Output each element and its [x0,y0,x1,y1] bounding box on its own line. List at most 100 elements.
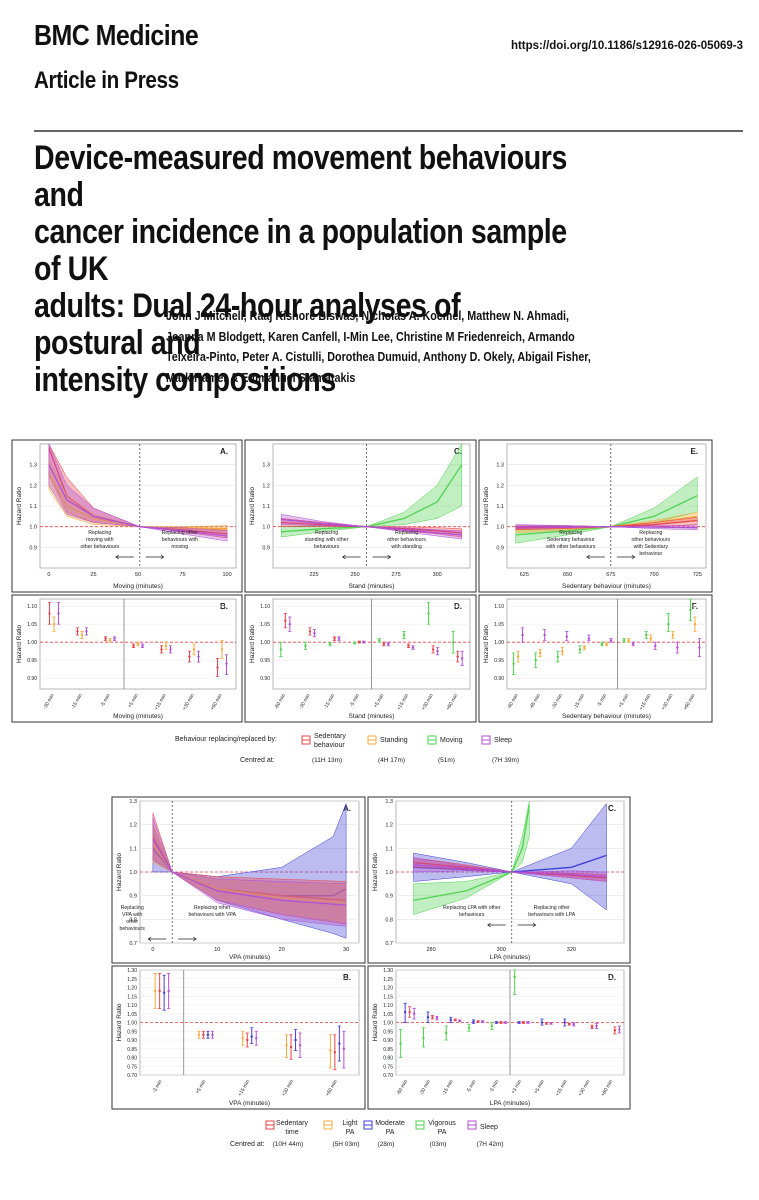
annotation-left: VPA with [122,912,142,918]
x-tick-label: 280 [426,947,435,953]
legend-centred-value: (28m) [378,1141,395,1148]
point-estimate [48,612,51,615]
point-estimate [549,1022,553,1025]
y-tick-label: 1.0 [29,525,37,531]
x-tick-label: 25 [90,572,96,578]
point-estimate [76,630,79,633]
point-estimate [445,1031,448,1035]
title-line: Device-measured movement behaviours and [34,139,567,214]
point-estimate [225,662,228,665]
panel-2d: D. LPA (minutes) Hazard Ratio 0.70 0.75 0.80 0… [367,965,631,1110]
point-estimate [329,1049,332,1052]
legend-label: Sleep [494,737,512,744]
y-tick-label: 0.9 [262,545,270,551]
x-tick-label: 20 [279,947,285,953]
point-estimate [426,1016,430,1019]
point-estimate [645,633,648,637]
legend-label: time [285,1129,298,1136]
point-estimate [422,1037,425,1040]
point-estimate [169,648,172,651]
point-estimate [333,1051,337,1054]
y-axis-label: Hazard Ratio [16,625,23,663]
y-tick-label: 0.9 [129,894,137,900]
panel-2c: C. LPA (minutes) Hazard Ratio 0.7 0.8 0.9 1.0 1… [367,796,631,964]
y-tick-label: 1.10 [27,604,37,610]
point-estimate [399,1042,402,1045]
y-axis-label: Hazard Ratio [483,487,490,525]
author-list: John J Mitchell, Raaj Kishore Biswas, Ni… [166,306,613,388]
point-estimate [188,655,191,658]
panel-letter: B. [343,973,351,982]
panel-letter: A. [343,804,351,813]
y-tick-label: 0.85 [383,1047,393,1053]
ci-ribbon [152,817,347,927]
annotation-left: Replacing LPA with other [443,905,501,911]
y-tick-label: 1.25 [383,977,393,983]
y-axis-label: Hazard Ratio [372,1003,379,1041]
point-estimate [353,641,356,645]
point-estimate [431,1016,434,1019]
annotation-left: with other behaviours [546,544,596,550]
x-axis-label: VPA (minutes) [229,1100,270,1107]
x-tick-label: 675 [606,572,615,578]
annotation-right: Replacing [639,530,662,536]
annotation-right: Replacing [395,530,418,536]
point-estimate [467,1026,471,1029]
arrow-left [586,554,605,560]
header-divider [34,130,743,132]
y-tick-label: 0.90 [27,676,37,682]
centred-label: Centred at: [230,1141,265,1148]
point-estimate [609,639,613,642]
point-estimate [618,1028,621,1031]
x-tick-label: 700 [649,572,658,578]
point-estimate [587,637,591,640]
y-tick-label: 1.2 [29,483,37,489]
doi-link[interactable]: https://doi.org/10.1186/s12916-026-05069… [510,40,743,52]
point-estimate [52,623,56,626]
legend-centred-value: (7H 39m) [492,757,519,764]
point-estimate [649,637,652,640]
x-axis-label: Stand (minutes) [349,713,395,720]
x-tick-label: 225 [309,572,318,578]
x-axis-label: LPA (minutes) [490,1100,530,1107]
x-tick-label: 725 [693,572,702,578]
point-estimate [513,975,516,979]
point-estimate [378,639,381,642]
panel-letter: C. [454,447,462,456]
point-estimate [250,1035,253,1038]
point-estimate [435,1016,439,1020]
y-tick-label: 1.00 [127,1021,137,1027]
y-tick-label: 1.10 [260,604,270,610]
point-estimate [627,639,630,642]
point-estimate [153,989,157,993]
point-estimate [279,648,283,651]
point-estimate [357,641,361,644]
legend-label: PA [386,1129,395,1136]
point-estimate [654,644,657,647]
annotation-right: moving [171,544,188,550]
y-tick-label: 1.1 [496,504,504,510]
point-estimate [563,1021,566,1024]
y-axis-label: Hazard Ratio [483,625,490,663]
x-tick-label: 0 [47,572,50,578]
author-line: Joanna M Blodgett, Karen Canfell, I-Min … [166,329,575,344]
x-tick-label: 30 [343,947,349,953]
point-estimate [600,642,604,646]
legend-figure1: Behaviour replacing/replaced by: Sedentar… [175,733,519,764]
point-estimate [113,637,116,640]
x-tick-label: 275 [392,572,401,578]
point-estimate [572,1023,575,1026]
point-estimate [521,633,524,637]
legend-label: Sedentary [276,1120,308,1127]
point-estimate [136,642,140,646]
series-line [413,864,607,878]
point-estimate [197,655,200,658]
point-estimate [676,646,679,649]
point-estimate [202,1033,205,1036]
point-estimate [220,648,224,651]
point-estimate [490,1024,494,1028]
y-tick-label: 0.80 [127,1056,137,1062]
ci-ribbon [413,857,607,882]
arrow-left [487,922,506,928]
point-estimate [436,650,439,653]
